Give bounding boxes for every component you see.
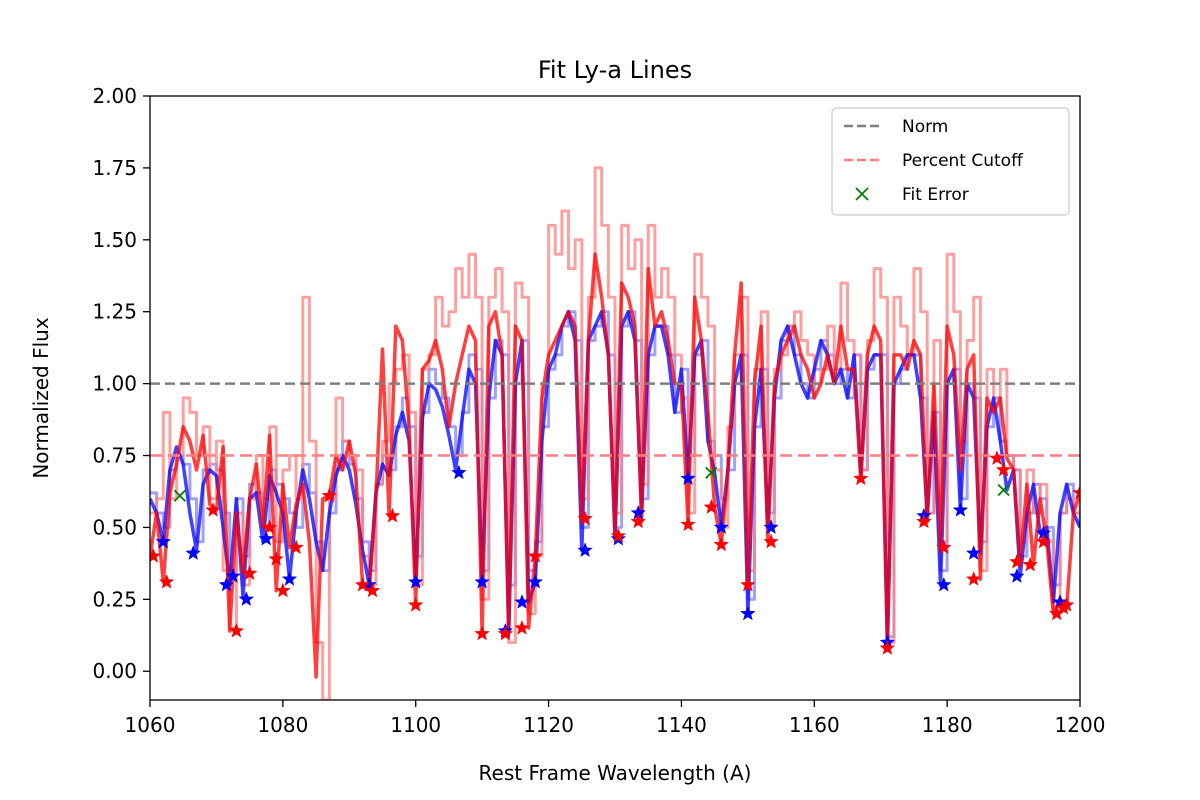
- red-star-marker: [241, 565, 258, 581]
- red-star-marker: [610, 527, 627, 543]
- red-star-marker: [1072, 484, 1080, 500]
- red-star-marker: [936, 539, 952, 555]
- red-star-marker: [474, 625, 490, 641]
- blue-star-marker: [680, 470, 696, 486]
- red-star-marker: [527, 547, 544, 563]
- x-tick-label: 1080: [257, 713, 308, 737]
- red-star-marker: [205, 501, 221, 517]
- x-tick-label: 1120: [523, 713, 574, 737]
- red-star-marker: [1058, 596, 1075, 612]
- red-star-marker: [497, 625, 514, 641]
- x-tick-label: 1180: [922, 713, 973, 737]
- red-star-marker: [995, 461, 1012, 477]
- y-tick-label: 0.50: [92, 515, 137, 539]
- red-star-marker: [407, 596, 424, 612]
- blue-star-marker: [451, 464, 467, 480]
- legend-fit-error-label: Fit Error: [902, 185, 969, 205]
- blue-star-marker: [225, 568, 241, 583]
- red-star-marker: [703, 499, 720, 514]
- red-star-marker: [916, 513, 932, 529]
- red-star-marker: [680, 516, 696, 532]
- fit-error-marker: [173, 489, 187, 502]
- red-star-marker: [989, 450, 1005, 466]
- red-star-marker: [268, 550, 284, 566]
- x-axis: 1060 1080 1100 1120 1140 1160 1180 1200: [125, 700, 1106, 737]
- blue-star-marker: [527, 573, 544, 589]
- x-tick-label: 1140: [656, 713, 707, 737]
- blue-star-marker: [238, 591, 255, 606]
- red-star-marker: [965, 570, 982, 586]
- y-axis-label: Normalized Flux: [29, 317, 53, 479]
- y-tick-label: 2.00: [92, 84, 137, 108]
- legend-box: [831, 107, 1070, 216]
- red-star-marker: [275, 582, 291, 598]
- blue-star-marker: [474, 573, 490, 589]
- blue-star-marker: [155, 533, 172, 549]
- red-star-marker: [288, 539, 304, 555]
- red-star-marker: [384, 507, 401, 523]
- red-star-marker: [158, 573, 175, 589]
- legend: Norm Percent Cutoff Fit Error: [831, 107, 1070, 216]
- red-star-marker: [354, 576, 371, 592]
- red-star-marker: [321, 487, 338, 503]
- y-axis: 0.00 0.25 0.50 0.75 1.00 1.25 1.50 1.75 2.00: [92, 84, 150, 683]
- blue-star-marker: [185, 545, 201, 560]
- fit-error-marker: [997, 483, 1010, 497]
- red-star-marker: [228, 622, 245, 638]
- red-star-marker: [1009, 553, 1025, 569]
- x-tick-label: 1060: [125, 713, 176, 737]
- blue-star-marker: [763, 519, 779, 535]
- blue-star-marker: [514, 593, 530, 609]
- blue-star-marker: [965, 545, 982, 560]
- y-tick-label: 1.25: [92, 300, 137, 324]
- blue-star-marker: [218, 576, 235, 592]
- blue-star-marker: [936, 576, 952, 592]
- red-star-marker: [763, 533, 779, 549]
- plot-area: [150, 166, 1080, 700]
- blue-star-marker: [577, 542, 593, 558]
- blue-star-marker: [740, 605, 756, 621]
- red-star-marker: [261, 519, 278, 535]
- legend-percent-cutoff-label: Percent Cutoff: [902, 151, 1024, 171]
- blue-star-marker: [258, 530, 275, 546]
- blue-star-marker: [1009, 568, 1025, 583]
- red-star-marker: [1022, 556, 1038, 572]
- y-tick-label: 0.75: [92, 444, 137, 468]
- blue-star-marker: [952, 501, 969, 517]
- y-tick-label: 0.25: [92, 587, 137, 611]
- fit-error-marker: [705, 466, 718, 479]
- red-star-marker: [879, 639, 896, 655]
- red-star-marker: [364, 582, 381, 598]
- y-tick-label: 0.00: [92, 659, 137, 683]
- axes-frame: [149, 95, 1081, 701]
- red-star-marker: [713, 536, 730, 552]
- red-star-marker: [740, 576, 756, 592]
- blue-star-marker: [407, 573, 424, 589]
- y-tick-label: 1.75: [92, 156, 137, 180]
- red-star-marker: [150, 547, 162, 563]
- red-star-marker: [853, 470, 869, 486]
- red-star-marker: [514, 619, 530, 635]
- chart-title: Fit Ly-a Lines: [538, 56, 692, 84]
- red-star-marker: [1035, 533, 1052, 549]
- y-tick-label: 1.00: [92, 372, 137, 396]
- red-star-marker: [630, 513, 647, 529]
- x-tick-label: 1200: [1055, 713, 1106, 737]
- blue-star-marker: [713, 519, 730, 535]
- blue-star-marker: [281, 570, 298, 586]
- legend-fit-error-swatch: [855, 187, 869, 201]
- x-tick-label: 1160: [789, 713, 840, 737]
- legend-norm-label: Norm: [902, 117, 948, 137]
- x-axis-label: Rest Frame Wavelength (A): [479, 761, 752, 785]
- red-star-marker: [577, 510, 593, 526]
- x-tick-label: 1100: [390, 713, 441, 737]
- y-tick-label: 1.50: [92, 228, 137, 252]
